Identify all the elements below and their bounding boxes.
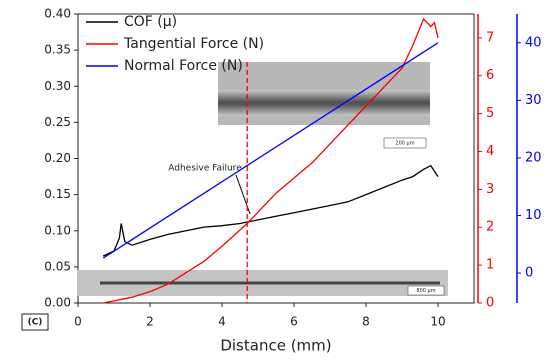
series-line — [103, 17, 439, 304]
annotation-arrow — [235, 174, 251, 215]
y2-tick-label: 5 — [486, 106, 494, 121]
y2-tick-label: 7 — [486, 30, 494, 45]
y3-tick-label: 20 — [525, 150, 542, 165]
x-tick-label: 4 — [218, 315, 226, 329]
y2-tick-label: 6 — [486, 68, 494, 83]
x-axis-label: Distance (mm) — [220, 337, 331, 355]
x-tick-label: 6 — [290, 315, 298, 329]
scratch-track — [218, 90, 430, 116]
scale-box — [383, 137, 427, 149]
y-tick-label: 0.25 — [44, 115, 71, 129]
x-tick-label: 8 — [362, 315, 370, 329]
y-tick-label: 0.30 — [44, 79, 71, 93]
y2-tick-label: 3 — [486, 182, 494, 197]
series-line — [102, 164, 439, 257]
series-line — [102, 42, 439, 259]
x-tick-label: 2 — [146, 315, 154, 329]
y3-tick-label: 30 — [525, 93, 542, 108]
y-tick-label: 0.20 — [44, 151, 71, 165]
legend-label: COF (μ) — [124, 14, 177, 30]
scale-label: 200 µm — [395, 141, 414, 147]
y3-tick-label: 40 — [525, 35, 542, 50]
y-tick-label: 0.05 — [44, 259, 71, 273]
y2-tick-label: 1 — [486, 258, 494, 273]
y2-tick-label: 0 — [486, 296, 494, 311]
y2-tick-label: 4 — [486, 144, 494, 159]
x-tick-label: 10 — [430, 315, 445, 329]
panel-label: (C) — [28, 318, 43, 328]
annotation: Adhesive Failure — [168, 164, 242, 174]
y-tick-label: 0.35 — [44, 43, 71, 57]
y3-tick-label: 0 — [525, 266, 533, 281]
y-tick-label: 0.15 — [44, 187, 71, 201]
y3-tick-label: 10 — [525, 208, 542, 223]
x-tick-label: 0 — [74, 315, 82, 329]
y-tick-label: 0.40 — [44, 7, 71, 21]
y2-tick-label: 2 — [486, 220, 494, 235]
y-tick-label: 0.10 — [44, 223, 71, 237]
scale-label: 800 µm — [416, 288, 435, 294]
scale-box — [407, 285, 445, 296]
legend-label: Normal Force (N) — [124, 58, 243, 74]
legend-label: Tangential Force (N) — [123, 36, 264, 52]
panel-box — [21, 313, 49, 331]
y-tick-label: 0.00 — [44, 296, 71, 310]
